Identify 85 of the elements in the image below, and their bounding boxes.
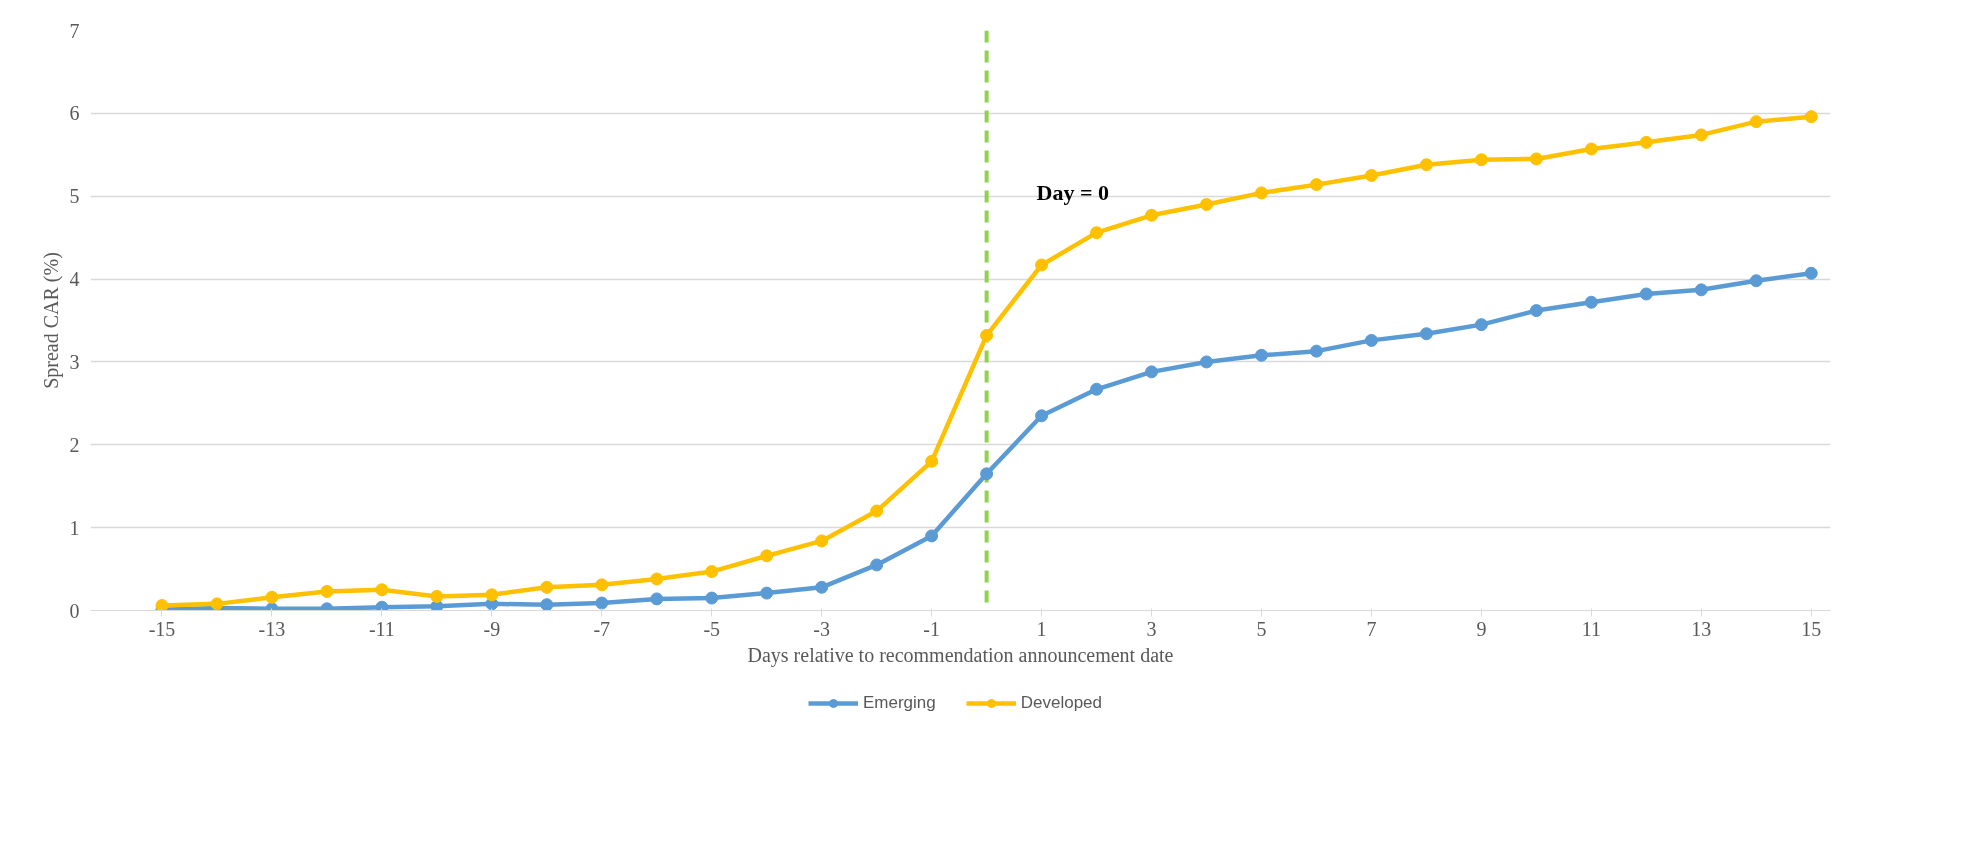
- point: [1090, 382, 1104, 396]
- point: [980, 328, 994, 342]
- point: [1474, 318, 1488, 332]
- x-tick-label: -7: [593, 617, 611, 640]
- y-tick-label: 0: [69, 599, 80, 622]
- point: [595, 596, 609, 610]
- point: [760, 549, 774, 563]
- point: [375, 583, 389, 597]
- point: [1584, 295, 1598, 309]
- point: [1529, 304, 1543, 318]
- y-tick-label: 7: [69, 19, 80, 42]
- point: [705, 565, 719, 579]
- x-tick-label: -1: [923, 617, 940, 640]
- x-tick-label: 9: [1476, 617, 1487, 640]
- point: [1694, 128, 1708, 142]
- x-tick-label: 3: [1146, 617, 1157, 640]
- point: [980, 467, 994, 481]
- point: [1749, 115, 1763, 129]
- point: [1035, 258, 1049, 272]
- point: [815, 580, 829, 594]
- point: [485, 588, 499, 602]
- x-tick-label: -13: [258, 617, 286, 640]
- point: [760, 586, 774, 600]
- point: [1090, 226, 1104, 240]
- point: [1364, 333, 1378, 347]
- x-tick-label: 1: [1036, 617, 1047, 640]
- point: [540, 580, 554, 594]
- x-tick-label: 15: [1801, 617, 1822, 640]
- point: [1364, 169, 1378, 182]
- point: [1584, 142, 1598, 156]
- point: [375, 600, 389, 611]
- point: [1145, 208, 1159, 222]
- y-tick-label: 2: [69, 433, 80, 456]
- point: [155, 599, 169, 611]
- legend-label: Developed: [1020, 693, 1103, 713]
- point: [1309, 178, 1323, 192]
- point: [1694, 283, 1708, 297]
- point: [210, 597, 224, 611]
- x-tick-label: 11: [1581, 617, 1601, 640]
- point: [1639, 287, 1653, 301]
- y-tick-label: 4: [69, 268, 80, 291]
- point: [1035, 409, 1049, 423]
- point: [1309, 344, 1323, 358]
- x-tick-label: -3: [813, 617, 831, 640]
- point: [1200, 198, 1214, 211]
- legend-label: Emerging: [862, 693, 936, 713]
- point: [1804, 266, 1818, 280]
- point: [1529, 152, 1543, 166]
- y-axis-title: Spread CAR (%): [39, 252, 63, 389]
- point: [1749, 274, 1763, 288]
- point: [1419, 158, 1433, 172]
- point: [540, 598, 554, 611]
- y-tick-label: 1: [69, 516, 80, 539]
- point: [1804, 110, 1818, 124]
- x-tick-label: -5: [703, 617, 721, 640]
- point: [650, 572, 664, 586]
- point: [705, 591, 719, 605]
- y-tick-label: 5: [69, 185, 80, 208]
- point: [870, 558, 884, 572]
- point: [1200, 355, 1214, 369]
- point: [1474, 153, 1488, 167]
- point: [430, 589, 444, 603]
- x-tick-label: 13: [1691, 617, 1712, 640]
- x-tick-label: -9: [483, 617, 501, 640]
- x-tick-label: -11: [368, 617, 395, 640]
- point: [1639, 135, 1653, 149]
- x-tick-label: -15: [148, 617, 176, 640]
- point: [1255, 348, 1268, 362]
- x-tick-label: 5: [1256, 617, 1267, 640]
- point: [1255, 186, 1268, 200]
- point: [925, 529, 939, 543]
- y-tick-label: 6: [69, 102, 80, 125]
- point: [265, 590, 279, 604]
- point: [320, 584, 334, 598]
- x-axis-title: Days relative to recommendation announcement date: [747, 643, 1174, 667]
- point: [925, 454, 939, 468]
- x-tick-label: 7: [1366, 617, 1377, 640]
- y-tick-label: 3: [69, 350, 80, 373]
- point: [815, 534, 829, 548]
- point: [870, 504, 884, 518]
- point: [1419, 327, 1433, 341]
- point: [650, 592, 664, 606]
- point: [595, 578, 609, 592]
- ref-line-label: Day = 0: [1036, 180, 1110, 206]
- point: [1145, 365, 1159, 379]
